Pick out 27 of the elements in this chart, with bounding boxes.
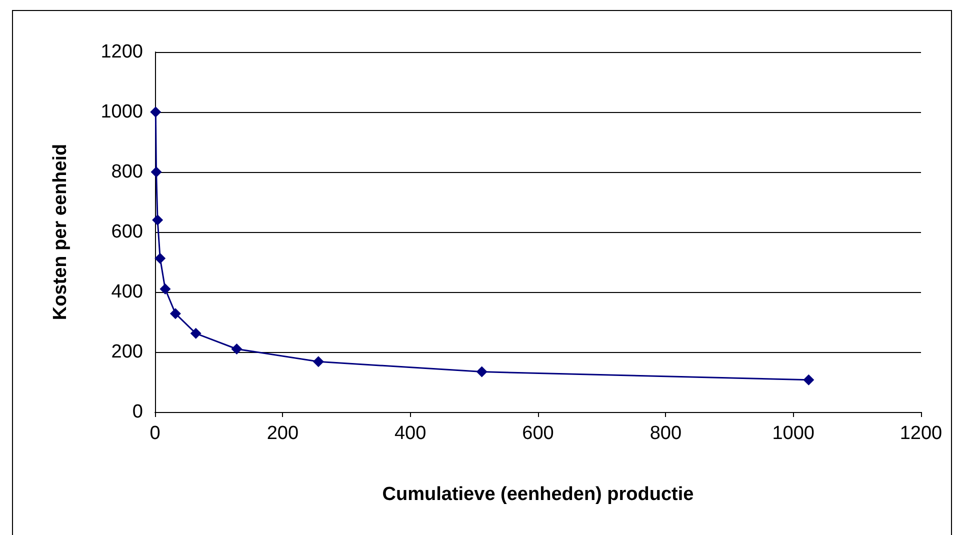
point (476, 366, 488, 378)
y-tick-label: 400 (111, 282, 143, 302)
x-axis-title: Cumulatieve (eenheden) productie (382, 484, 694, 505)
point (231, 344, 242, 354)
y-tick-label: 200 (111, 342, 143, 362)
point (312, 356, 324, 368)
point (160, 284, 171, 294)
y-tick-label: 1000 (100, 102, 143, 122)
point (150, 166, 162, 178)
x-tick-label: 600 (522, 423, 554, 444)
point (152, 214, 164, 226)
point (154, 252, 166, 264)
point (803, 374, 814, 386)
y-tick-label: 800 (111, 162, 143, 182)
x-tick-label: 1200 (900, 423, 942, 444)
point (190, 328, 202, 339)
x-tick-label: 1000 (772, 423, 814, 444)
x-tick-label: 0 (150, 423, 160, 444)
point (170, 308, 181, 320)
x-tick-label: 200 (266, 423, 299, 444)
x-tick-label: 400 (394, 423, 426, 444)
x-tick-label: 800 (650, 423, 682, 444)
y-tick-label: 1200 (100, 42, 143, 62)
y-tick-label: 600 (111, 222, 143, 242)
y-axis-title: Kosten per eenheid (50, 144, 71, 320)
point (150, 106, 162, 118)
y-tick-label: 0 (132, 402, 143, 422)
